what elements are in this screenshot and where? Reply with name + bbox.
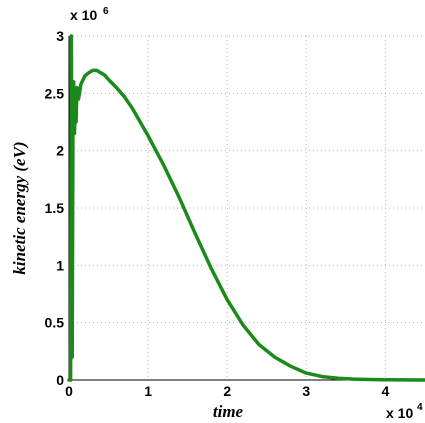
y-tick-label: 2 xyxy=(56,143,64,159)
y-tick-label: 3 xyxy=(56,28,64,44)
series-line xyxy=(67,34,425,382)
y-axis-label: kinetic energy (eV) xyxy=(10,141,29,274)
y-tick-labels: 0 0.5 1 1.5 2 2.5 3 xyxy=(45,28,65,388)
y-multiplier-exponent: 6 xyxy=(103,6,109,17)
y-multiplier: x 10 xyxy=(70,7,97,23)
y-tick-label: 2.5 xyxy=(45,85,65,101)
x-multiplier-exponent: 4 xyxy=(417,402,423,413)
x-tick-label: 4 xyxy=(382,383,390,399)
x-tick-labels: 0 1 2 3 4 xyxy=(65,383,389,399)
y-tick-label: 0.5 xyxy=(45,315,65,331)
x-tick-label: 3 xyxy=(302,383,310,399)
x-tick-label: 2 xyxy=(223,383,231,399)
x-tick-label: 0 xyxy=(65,383,73,399)
x-tick-label: 1 xyxy=(144,383,152,399)
grid xyxy=(69,35,425,380)
x-axis-label: time xyxy=(213,402,244,421)
y-tick-label: 1 xyxy=(56,257,64,273)
y-tick-label: 0 xyxy=(56,372,64,388)
x-multiplier: x 10 xyxy=(386,405,413,421)
y-tick-label: 1.5 xyxy=(45,200,65,216)
